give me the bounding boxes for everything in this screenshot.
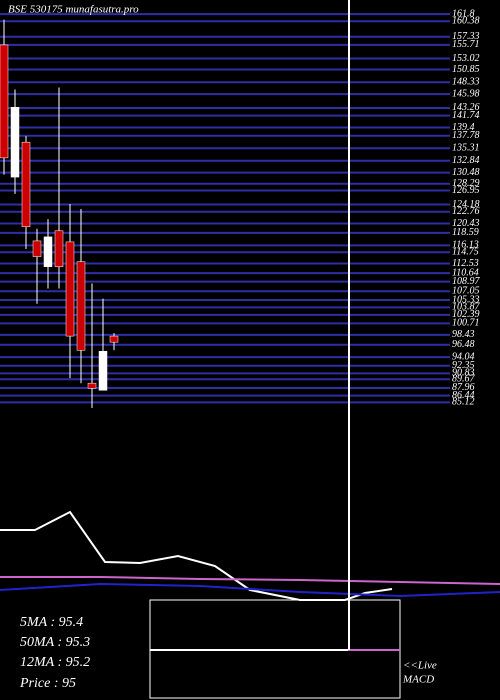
y-tick-label: 116.13 bbox=[452, 240, 479, 251]
y-tick-label: 126.95 bbox=[452, 185, 480, 196]
y-tick-label: 148.33 bbox=[452, 77, 480, 88]
y-tick-label: 87.96 bbox=[452, 382, 475, 393]
candle-body bbox=[76, 261, 86, 351]
live-label: <<Live bbox=[403, 660, 437, 672]
y-tick-label: 102.39 bbox=[452, 309, 480, 320]
y-tick-label: 100.71 bbox=[452, 318, 480, 329]
y-tick-label: 157.33 bbox=[452, 31, 480, 42]
y-tick-label: 128.29 bbox=[452, 178, 480, 189]
y-tick-label: 161.8 bbox=[452, 8, 475, 19]
y-tick-label: 124.18 bbox=[452, 199, 480, 210]
y-tick-label: 114.75 bbox=[452, 247, 479, 258]
candle-body bbox=[87, 382, 97, 389]
y-tick-label: 112.53 bbox=[452, 258, 479, 269]
stat: Price : 95 bbox=[19, 676, 76, 691]
indicator-line bbox=[0, 576, 500, 585]
y-tick-label: 85.12 bbox=[452, 397, 475, 408]
y-tick-label: 94.04 bbox=[452, 351, 475, 362]
y-tick-label: 107.05 bbox=[452, 286, 480, 297]
candle-body bbox=[0, 44, 9, 159]
indicator-line bbox=[0, 582, 500, 598]
y-tick-label: 90.83 bbox=[452, 368, 475, 379]
candle-body bbox=[32, 240, 42, 257]
y-tick-label: 132.84 bbox=[452, 155, 480, 166]
y-tick-label: 155.71 bbox=[452, 39, 480, 50]
stat: 12MA : 95.2 bbox=[20, 655, 90, 670]
candle-body bbox=[54, 230, 64, 267]
y-tick-label: 122.76 bbox=[452, 206, 480, 217]
candle-body bbox=[21, 141, 31, 227]
y-tick-label: 92.35 bbox=[452, 360, 475, 371]
candle-body bbox=[43, 236, 53, 267]
y-tick-label: 103.87 bbox=[452, 302, 481, 313]
y-tick-label: 153.02 bbox=[452, 53, 480, 64]
candle-body bbox=[98, 351, 108, 391]
y-tick-label: 118.59 bbox=[452, 227, 479, 238]
y-tick-label: 141.74 bbox=[452, 110, 480, 121]
y-tick-label: 105.33 bbox=[452, 294, 480, 305]
y-tick-label: 143.26 bbox=[452, 102, 480, 113]
stat: 50MA : 95.3 bbox=[20, 635, 90, 650]
candle-body bbox=[10, 106, 20, 178]
y-tick-label: 150.85 bbox=[452, 64, 480, 75]
y-tick-label: 135.31 bbox=[452, 142, 480, 153]
candle-body bbox=[109, 335, 119, 343]
macd-label: MACD bbox=[402, 674, 434, 686]
y-tick-label: 139.4 bbox=[452, 122, 475, 133]
y-tick-label: 145.98 bbox=[452, 88, 480, 99]
y-tick-label: 98.43 bbox=[452, 329, 475, 340]
chart-title: BSE 530175 munafasutra.pro bbox=[8, 4, 139, 16]
y-tick-label: 160.38 bbox=[452, 16, 480, 27]
y-tick-label: 89.67 bbox=[452, 374, 476, 385]
candle-body bbox=[65, 241, 75, 337]
y-tick-label: 137.78 bbox=[452, 130, 480, 141]
y-tick-label: 110.64 bbox=[452, 267, 479, 278]
y-tick-label: 130.48 bbox=[452, 167, 480, 178]
y-tick-label: 86.44 bbox=[452, 390, 475, 401]
y-tick-label: 96.48 bbox=[452, 339, 475, 350]
stat: 5MA : 95.4 bbox=[20, 615, 83, 630]
y-tick-label: 108.97 bbox=[452, 276, 481, 287]
y-tick-label: 120.43 bbox=[452, 218, 480, 229]
